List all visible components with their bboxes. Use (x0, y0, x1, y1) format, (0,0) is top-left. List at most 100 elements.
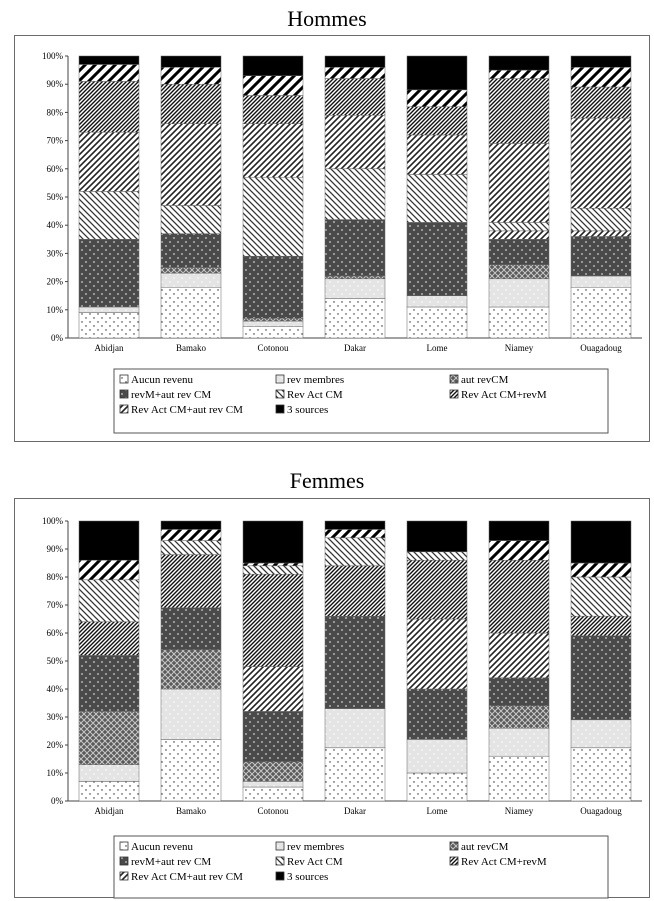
bar-segment-bamako-aucun-revenu (160, 739, 222, 802)
bar-segment-bamako-rev-act-cm-aut-rev-cm (160, 540, 222, 555)
bar-segment-niamey-rev-membres (488, 727, 550, 757)
y-tick-label: 20% (47, 277, 64, 287)
bar-segment-lome-rev-act-cm-revm (406, 559, 468, 620)
y-tick-label: 80% (47, 107, 64, 117)
y-tick-label: 100% (42, 516, 64, 526)
legend-label-3-sources: 3 sources (287, 404, 328, 416)
bar-segment-niamey-rev-act-cm-aut-rev-cm (488, 143, 550, 223)
bar-segment-cotonou-rev-act-cm-aut-rev-cm (242, 565, 304, 575)
bar-segment-ouagadoug-rev-act-cm-aut-rev-cm (570, 576, 632, 617)
y-tick-label: 30% (47, 248, 64, 258)
y-tick-label: 0% (51, 796, 64, 806)
bar-segment-dakar-3-sources (324, 55, 386, 68)
bar-segment-ouagadoug-aucun-revenu (570, 747, 632, 802)
legend-label-aucun-revenu: Aucun revenu (131, 841, 194, 853)
bar-segment-dakar-3-sources (324, 520, 386, 530)
y-tick-label: 20% (47, 740, 64, 750)
bar-segment-dakar-rev-membres (324, 708, 386, 749)
bar-segment-ouagadoug-aucun-revenu (570, 286, 632, 339)
x-category-label: Lome (427, 343, 448, 353)
legend-label-revm-aut-rev-cm: revM+aut rev CM (131, 856, 211, 868)
x-category-label: Bamako (176, 806, 206, 816)
bar-segment-dakar-aucun-revenu (324, 298, 386, 339)
bar-segment-bamako-series-8 (160, 529, 222, 541)
bar-segment-ouagadoug-rev-act-cm-aut-rev-cm (570, 117, 632, 209)
bar-segment-dakar-rev-act-cm-revm (324, 168, 386, 220)
bar-segment-dakar-series-8 (324, 78, 386, 116)
y-tick-label: 0% (51, 333, 64, 343)
y-tick-label: 60% (47, 164, 64, 174)
y-tick-label: 70% (47, 136, 64, 146)
legend-swatch-rev-act-cm-aut-rev-cm (119, 871, 129, 881)
y-tick-label: 40% (47, 684, 64, 694)
bar-segment-niamey-rev-act-cm (488, 632, 550, 679)
legend-label-rev-act-cm-revm: Rev Act CM+revM (461, 856, 547, 868)
legend-label-rev-act-cm-aut-rev-cm: Rev Act CM+aut rev CM (131, 404, 243, 416)
bar-segment-ouagadoug-revm-aut-rev-cm (570, 635, 632, 721)
bar-segment-dakar-series-8 (324, 529, 386, 539)
y-tick-label: 100% (42, 51, 64, 61)
bar-segment-bamako-revm-aut-rev-cm (160, 233, 222, 268)
bar-segment-niamey-series-8 (488, 540, 550, 561)
y-tick-label: 80% (47, 572, 64, 582)
chart-title-hommes: Hommes (287, 6, 367, 31)
x-category-label: Dakar (344, 343, 366, 353)
bar-segment-niamey-aucun-revenu (488, 755, 550, 802)
bar-segment-lome-revm-aut-rev-cm (406, 688, 468, 740)
bar-segment-ouagadoug-series-8 (570, 86, 632, 119)
bar-segment-lome-rev-act-cm-aut-rev-cm (406, 134, 468, 175)
legend-label-rev-act-cm-aut-rev-cm: Rev Act CM+aut rev CM (131, 871, 243, 883)
bar-segment-bamako-aucun-revenu (160, 286, 222, 339)
bar-segment-abidjan-rev-act-cm-aut-rev-cm (78, 131, 140, 192)
legend-label-aut-revcm: aut revCM (461, 841, 509, 853)
x-category-label: Abidjan (95, 806, 124, 816)
bar-segment-bamako-aut-revcm (160, 649, 222, 690)
y-tick-label: 10% (47, 305, 64, 315)
legend-label-rev-act-cm-revm: Rev Act CM+revM (461, 389, 547, 401)
bar-segment-lome-rev-act-cm (406, 618, 468, 690)
bar-segment-ouagadoug-rev-act-cm-revm (570, 615, 632, 637)
chart-title-femmes: Femmes (289, 468, 365, 493)
legend-swatch-aucun-revenu (119, 374, 129, 384)
bar-segment-bamako-series-8 (160, 83, 222, 124)
bar-segment-lome-rev-membres (406, 739, 468, 774)
y-tick-label: 90% (47, 79, 64, 89)
bar-segment-abidjan-rev-membres (78, 764, 140, 782)
legend-swatch-aucun-revenu (119, 841, 129, 851)
bar-segment-bamako-3-sources (160, 520, 222, 530)
legend-swatch-rev-membres (275, 374, 285, 384)
x-category-label: Niamey (505, 806, 534, 816)
legend-box-hommes (113, 368, 609, 434)
bar-segment-cotonou-series-8 (242, 562, 304, 567)
bar-segment-niamey-3-sources (488, 55, 550, 71)
bar-segment-lome-rev-act-cm-aut-rev-cm (406, 551, 468, 561)
y-tick-label: 30% (47, 712, 64, 722)
bar-segment-lome-aucun-revenu (406, 306, 468, 339)
x-category-label: Ouagadoug (580, 806, 622, 816)
bar-segment-dakar-rev-act-cm-aut-rev-cm (324, 114, 386, 170)
legend-swatch-rev-act-cm (275, 389, 285, 399)
legend-label-rev-membres: rev membres (287, 374, 344, 386)
bar-segment-lome-revm-aut-rev-cm (406, 222, 468, 296)
bar-segment-cotonou-3-sources (242, 520, 304, 564)
bar-segment-bamako-3-sources (160, 55, 222, 68)
bar-segment-cotonou-rev-act-cm-revm (242, 177, 304, 257)
legend-swatch-rev-act-cm-revm (449, 856, 459, 866)
bar-segment-cotonou-aut-revcm (242, 761, 304, 782)
bar-segment-bamako-revm-aut-rev-cm (160, 607, 222, 651)
bar-segment-cotonou-rev-act-cm-aut-rev-cm (242, 123, 304, 178)
legend-swatch-revm-aut-rev-cm (119, 856, 129, 866)
legend-swatch-aut-revcm (449, 841, 459, 851)
legend-box-femmes (113, 835, 609, 899)
bar-segment-cotonou-3-sources (242, 55, 304, 76)
legend-label-rev-membres: rev membres (287, 841, 344, 853)
bar-segment-abidjan-aucun-revenu (78, 312, 140, 339)
bar-segment-abidjan-3-sources (78, 520, 140, 561)
bar-segment-abidjan-aucun-revenu (78, 781, 140, 802)
bar-segment-lome-series-8 (406, 106, 468, 136)
bar-segment-abidjan-aut-revcm (78, 711, 140, 765)
bar-segment-abidjan-rev-act-cm-revm (78, 191, 140, 240)
legend-swatch-rev-act-cm-revm (449, 389, 459, 399)
legend-label-aucun-revenu: Aucun revenu (131, 374, 194, 386)
